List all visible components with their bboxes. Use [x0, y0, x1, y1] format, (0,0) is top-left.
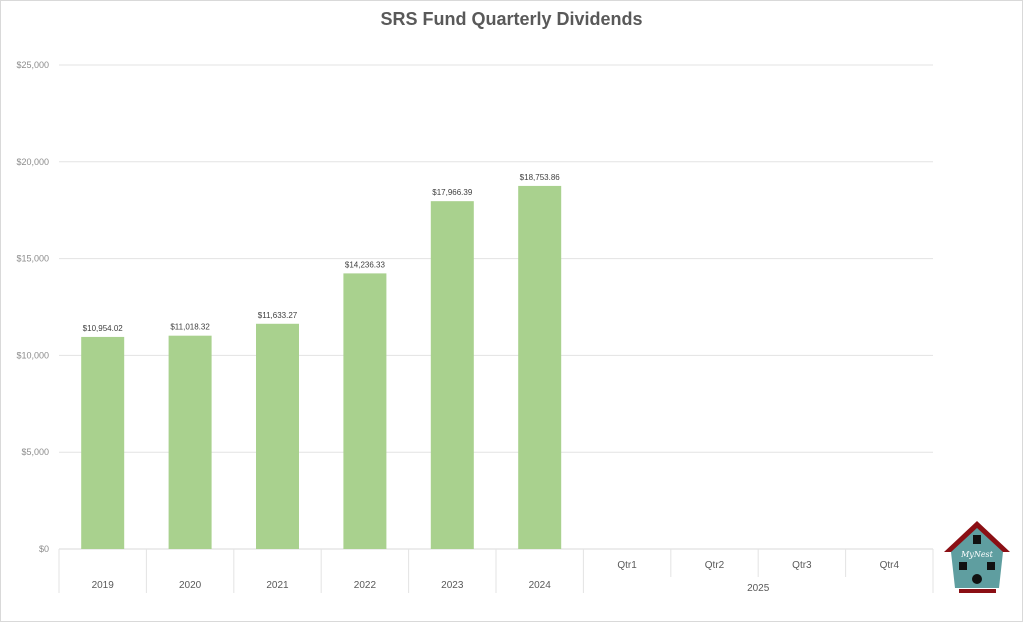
x-tick-label: 2019 [92, 580, 115, 591]
chart-title: SRS Fund Quarterly Dividends [380, 9, 643, 29]
x-tick-label: Qtr3 [792, 560, 812, 571]
y-tick-label: $25,000 [16, 60, 49, 70]
y-tick-label: $20,000 [16, 157, 49, 167]
x-group-label: 2025 [747, 583, 770, 594]
y-tick-label: $15,000 [16, 254, 49, 264]
bar [518, 185, 562, 549]
y-tick-label: $5,000 [21, 447, 49, 457]
x-tick-label: 2023 [441, 580, 464, 591]
bar [256, 323, 299, 549]
y-tick-label: $0 [39, 544, 49, 554]
y-tick-label: $10,000 [16, 350, 49, 360]
x-tick-label: Qtr4 [880, 560, 900, 571]
data-label: $10,954.02 [83, 324, 124, 333]
bar [343, 273, 387, 549]
data-label: $11,633.27 [258, 311, 298, 320]
data-label: $11,018.32 [170, 323, 210, 332]
bar [430, 201, 474, 549]
data-label: $18,753.86 [520, 173, 561, 182]
data-label: $14,236.33 [345, 260, 386, 269]
x-tick-label: 2021 [266, 580, 289, 591]
bar [81, 336, 125, 549]
x-tick-label: Qtr2 [705, 560, 725, 571]
x-tick-label: 2020 [179, 580, 202, 591]
data-label: $17,966.39 [432, 188, 473, 197]
x-tick-label: Qtr1 [617, 560, 637, 571]
x-tick-label: 2024 [529, 580, 552, 591]
bar [168, 335, 212, 549]
x-tick-label: 2022 [354, 580, 377, 591]
